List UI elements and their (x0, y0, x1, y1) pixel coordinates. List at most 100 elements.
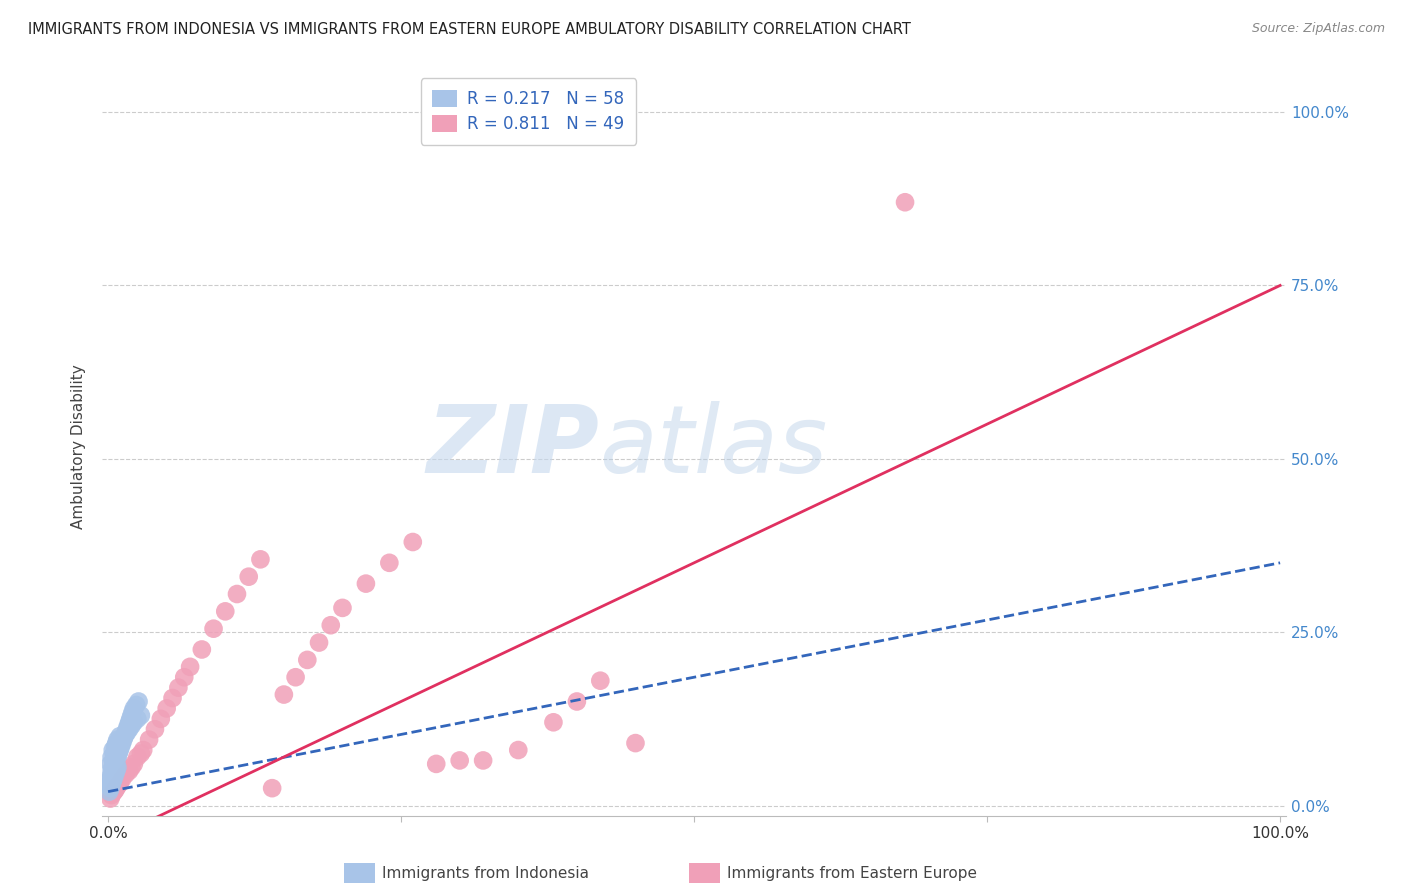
Point (105, 764, 128, 778)
Text: atlas: atlas (599, 401, 828, 492)
Point (120, 712, 142, 726)
Point (108, 776, 131, 790)
Point (104, 764, 127, 778)
Point (104, 739, 127, 754)
Point (115, 725, 138, 739)
Point (114, 729, 136, 743)
Point (114, 729, 136, 743)
Point (297, 653, 319, 667)
Point (108, 729, 131, 743)
Point (103, 754, 125, 768)
Point (354, 576, 377, 591)
Point (100, 767, 122, 781)
Point (110, 739, 132, 754)
Point (100, 788, 122, 802)
Point (472, 754, 495, 768)
Point (98, 778, 121, 792)
Point (508, 743, 530, 757)
Point (111, 772, 134, 786)
Text: Immigrants from Eastern Europe: Immigrants from Eastern Europe (727, 866, 977, 880)
Point (100, 778, 122, 792)
Point (121, 705, 143, 719)
Point (114, 767, 136, 781)
Point (104, 783, 127, 797)
Point (202, 622, 225, 636)
Point (226, 587, 249, 601)
Point (107, 743, 129, 757)
Point (104, 754, 127, 768)
Point (332, 600, 354, 615)
Point (117, 719, 139, 733)
Point (107, 747, 129, 761)
Point (122, 756, 145, 771)
Point (425, 756, 447, 771)
Point (121, 719, 143, 733)
Point (143, 723, 166, 737)
Point (624, 736, 647, 750)
Point (110, 736, 132, 750)
Point (308, 635, 330, 649)
Point (179, 660, 201, 674)
Point (284, 670, 307, 684)
Point (129, 747, 152, 761)
Point (122, 701, 145, 715)
Text: ZIP: ZIP (426, 401, 599, 492)
Text: Source: ZipAtlas.com: Source: ZipAtlas.com (1251, 22, 1385, 36)
Point (100, 781, 122, 796)
Point (238, 570, 260, 584)
Point (107, 750, 129, 764)
Point (118, 715, 141, 730)
Point (138, 732, 160, 747)
Text: IMMIGRANTS FROM INDONESIA VS IMMIGRANTS FROM EASTERN EUROPE AMBULATORY DISABILIT: IMMIGRANTS FROM INDONESIA VS IMMIGRANTS … (28, 22, 911, 37)
Point (101, 760, 124, 774)
Point (127, 712, 149, 726)
Point (103, 771, 125, 785)
Point (105, 750, 128, 764)
Point (98, 784, 121, 798)
Point (162, 691, 184, 706)
Point (98, 774, 121, 789)
Point (262, 781, 284, 796)
Point (104, 767, 127, 781)
Point (173, 670, 195, 684)
Point (127, 750, 149, 764)
Point (565, 694, 588, 708)
Point (129, 708, 152, 723)
Y-axis label: Ambulatory Disability: Ambulatory Disability (72, 364, 86, 529)
Point (449, 754, 471, 768)
Point (101, 760, 124, 774)
Point (103, 784, 125, 798)
Point (115, 723, 138, 737)
Point (118, 723, 141, 737)
Point (101, 786, 124, 800)
Point (118, 764, 141, 778)
Point (108, 739, 131, 754)
Point (121, 760, 143, 774)
Point (101, 743, 124, 757)
Point (107, 747, 129, 761)
Point (149, 712, 172, 726)
Point (128, 694, 150, 708)
Point (121, 708, 143, 723)
Point (543, 715, 565, 730)
Point (108, 743, 131, 757)
Point (111, 732, 134, 747)
Legend: R = 0.217   N = 58, R = 0.811   N = 49: R = 0.217 N = 58, R = 0.811 N = 49 (420, 78, 636, 145)
Point (114, 725, 136, 739)
Point (112, 732, 135, 747)
Point (107, 760, 129, 774)
Point (894, 195, 917, 210)
Point (100, 756, 122, 771)
Point (249, 552, 271, 566)
Point (105, 781, 128, 796)
Point (100, 750, 122, 764)
Point (589, 673, 612, 688)
Text: Immigrants from Indonesia: Immigrants from Indonesia (382, 866, 589, 880)
Point (125, 698, 148, 712)
Point (100, 764, 122, 778)
Point (103, 756, 125, 771)
Point (105, 736, 128, 750)
Point (103, 747, 125, 761)
Point (100, 771, 122, 785)
Point (107, 732, 129, 747)
